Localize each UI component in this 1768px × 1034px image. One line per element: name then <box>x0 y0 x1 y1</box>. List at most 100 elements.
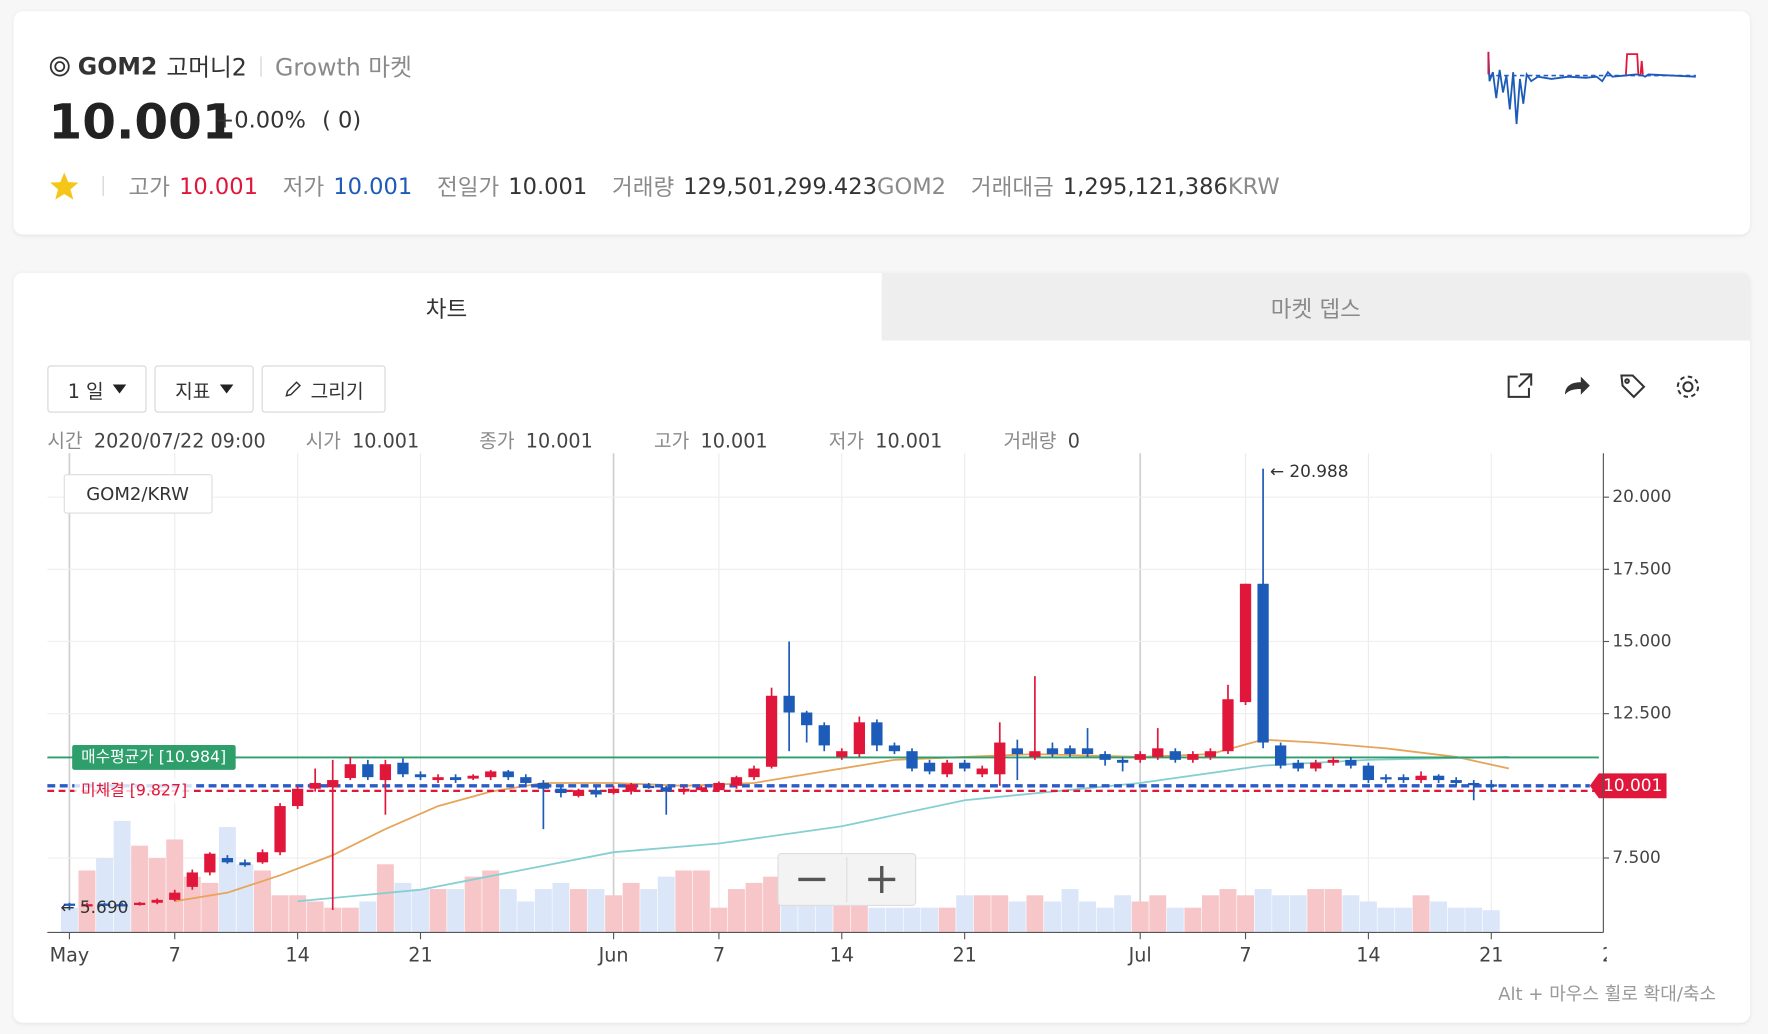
volume-bar <box>745 882 763 933</box>
candle-body <box>274 806 286 853</box>
candle-body <box>1011 748 1023 755</box>
candle-body <box>1450 780 1462 783</box>
volume-bar <box>868 907 886 933</box>
volume-bar <box>499 889 517 933</box>
button-label: 1 일 <box>67 380 104 404</box>
volume-bar <box>412 889 429 933</box>
coin-icon <box>49 56 70 77</box>
volume-bar <box>587 889 605 933</box>
indicator-button[interactable]: 지표 <box>154 365 254 413</box>
volume-bar <box>359 901 377 933</box>
volume-bar <box>96 858 113 933</box>
volume-bar <box>1131 901 1149 933</box>
y-tick-label: 20.000 <box>1612 486 1671 506</box>
info-value: 0 <box>1067 430 1080 454</box>
candle-body <box>1222 699 1234 752</box>
favorite-star[interactable] <box>48 171 80 200</box>
settings-icon[interactable] <box>1676 375 1700 398</box>
stat-label: 거래대금 <box>970 173 1054 201</box>
candle-body <box>994 742 1006 775</box>
candle-body <box>1310 762 1322 769</box>
ohlc-info: 시간 2020/07/22 09:00 시가 10.001 종가 10.001 고가 10.0… <box>47 425 1175 454</box>
candle-body <box>1046 748 1059 755</box>
candle-body <box>976 768 988 775</box>
volume-bar <box>938 907 956 933</box>
x-tick-label: 21 <box>408 944 432 967</box>
stats-row: 고가 10.001 저가 10.001 전일가 10.001 거래량 129,501,2… <box>48 169 1288 202</box>
volume-bar <box>218 827 236 933</box>
dropdown-arrow <box>112 384 127 394</box>
info-label: 저가 <box>828 430 865 454</box>
x-tick-label: 14 <box>285 944 309 967</box>
candle-body <box>239 862 251 866</box>
info-value: 10.001 <box>700 430 768 454</box>
candle-body <box>1327 759 1339 763</box>
candle-body <box>221 858 234 863</box>
candle-body <box>256 852 269 863</box>
volume-bar <box>341 907 359 933</box>
candle-body <box>625 784 637 792</box>
candle-body <box>344 764 356 779</box>
candle-body <box>362 764 374 778</box>
change-pct: +0.00% <box>215 105 306 134</box>
candle-body <box>169 892 181 900</box>
x-tick-label: 21 <box>1479 944 1503 967</box>
tab-inactive-bg <box>881 272 1750 341</box>
zoom-in[interactable] <box>868 865 896 894</box>
volume-bar <box>60 907 78 933</box>
interval-button[interactable]: 1 일 <box>47 365 147 413</box>
candle-body <box>836 751 848 757</box>
candle-body <box>1292 762 1304 769</box>
candle-body <box>713 782 725 791</box>
candle-body <box>1415 775 1427 781</box>
share-icon[interactable] <box>1565 376 1590 395</box>
stat-label: 거래량 <box>612 173 675 201</box>
candle-body <box>327 780 339 788</box>
y-tick-label: 17.500 <box>1612 558 1671 578</box>
tab-chart[interactable]: 차트 <box>425 295 468 323</box>
stat-label: 저가 <box>282 173 325 201</box>
current-price-tag <box>1589 773 1667 799</box>
volume-bar <box>166 839 184 933</box>
zoom-hint: Alt + 마우스 휠로 확대/축소 <box>1498 983 1717 1005</box>
price-line-label: 매수평균가 [10.984] <box>81 747 226 766</box>
info-item: 거래량 0 <box>1004 425 1080 454</box>
candle-body <box>941 762 953 775</box>
x-tick-label: 28 <box>1602 944 1626 967</box>
x-tick-label: May <box>50 944 90 967</box>
info-item: 시가 10.001 <box>305 425 420 454</box>
candle-body <box>1169 751 1181 760</box>
candle-body <box>414 774 427 778</box>
x-tick-label: 14 <box>830 944 854 967</box>
coin-name: 고머니2 <box>166 54 247 82</box>
price-line-tag <box>74 778 194 804</box>
candle-body <box>1275 745 1287 766</box>
volume-bar <box>1237 895 1254 933</box>
info-item: 시간 2020/07/22 09:00 <box>47 425 265 454</box>
pencil-icon <box>284 381 301 397</box>
candle-body <box>502 771 514 778</box>
candle-body <box>133 902 146 906</box>
current-price-label: 10.001 <box>1603 775 1662 795</box>
volume-bar <box>903 907 921 933</box>
volume-bar <box>1254 889 1272 933</box>
tab-depth[interactable]: 마켓 뎁스 <box>1270 295 1361 323</box>
stat-unit: KRW <box>1227 171 1280 200</box>
popout-icon[interactable] <box>1507 373 1533 398</box>
tag-icon[interactable] <box>1620 374 1646 399</box>
volume-bar <box>183 876 201 933</box>
volume-bar <box>376 864 394 933</box>
candle-body <box>1204 751 1217 757</box>
info-label: 시간 <box>47 430 83 454</box>
draw-button[interactable]: 그리기 <box>261 365 386 413</box>
volume-bar <box>885 907 903 933</box>
x-tick-label: Jun <box>598 944 629 967</box>
info-label: 시가 <box>305 430 341 454</box>
volume-bar <box>675 870 693 933</box>
volume-bar <box>1482 910 1500 933</box>
volume-bar <box>692 870 710 933</box>
volume-bar <box>464 876 482 933</box>
volume-bar <box>657 876 675 933</box>
volume-bar <box>131 845 149 933</box>
volume-bar <box>640 889 658 933</box>
